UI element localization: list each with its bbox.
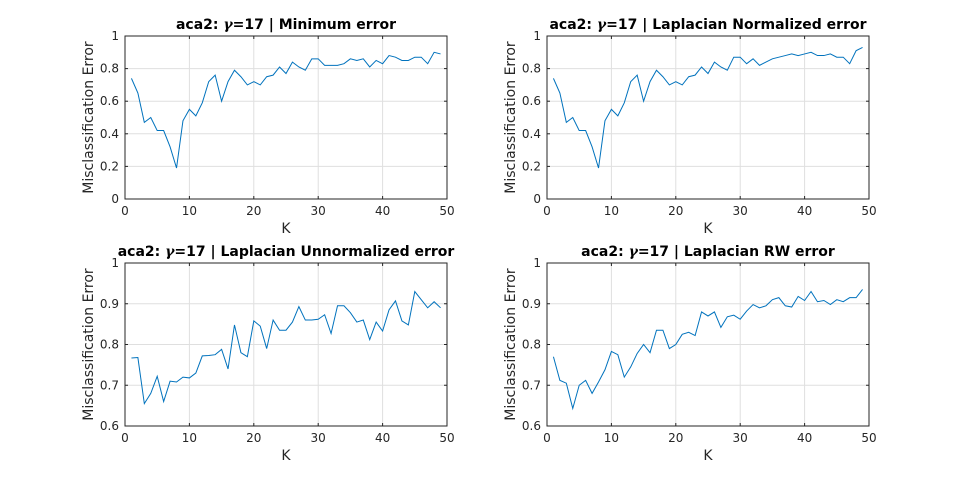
y-tick-label: 0.2	[100, 159, 119, 173]
x-tick-label: 30	[311, 204, 326, 218]
y-tick-label: 0.8	[522, 338, 541, 352]
y-axis-label: Misclassification Error	[81, 41, 97, 194]
subplot-laplacian-unnormalized-error: 0 10 20 30 40 50 0.6 0.7 0.8 0.9 1 K Misclassificati…	[81, 244, 455, 464]
y-axis-label: Misclassification Error	[503, 268, 519, 421]
chart-title-symbol: γ	[223, 17, 233, 33]
chart-title-prefix: aca2:	[118, 244, 165, 260]
series-line	[130, 51, 441, 169]
chart-title-prefix: aca2:	[581, 244, 628, 260]
y-tick-label: 0.6	[522, 94, 541, 108]
chart-title: aca2: γ=17 | Laplacian Unnormalized erro…	[118, 244, 455, 260]
y-tick-label: 0.2	[522, 159, 541, 173]
subplot-laplacian-rw-error: 0 10 20 30 40 50 0.6 0.7 0.8 0.9 1 K Misclassificati…	[503, 244, 877, 464]
axes-background	[125, 36, 447, 199]
x-tick-label: 20	[668, 431, 683, 445]
y-tick-label: 1	[111, 29, 119, 43]
chart-title-prefix: aca2:	[176, 17, 223, 33]
x-tick-label: 40	[797, 431, 812, 445]
subplot-laplacian-normalized-error: 0 10 20 30 40 50 0 0.2 0.4 0.6 0.8 1 K Misclassificat…	[503, 17, 877, 237]
x-axis-label: K	[281, 448, 291, 464]
x-tick-label: 20	[246, 431, 261, 445]
y-tick-label: 0	[533, 192, 541, 206]
x-axis-label: K	[703, 221, 713, 237]
y-tick-label: 0.9	[100, 297, 119, 311]
y-tick-label: 0.8	[522, 62, 541, 76]
y-tick-label: 0.4	[522, 127, 541, 141]
x-tick-label: 40	[375, 204, 390, 218]
chart-title-symbol: γ	[629, 244, 639, 260]
axes-background	[547, 36, 869, 199]
x-tick-label: 0	[543, 431, 551, 445]
x-tick-label: 20	[246, 204, 261, 218]
y-tick-label: 0.6	[100, 419, 119, 433]
x-tick-label: 10	[182, 431, 197, 445]
y-tick-label: 0.9	[522, 297, 541, 311]
chart-title: aca2: γ=17 | Laplacian Normalized error	[549, 17, 866, 33]
subplot-minimum-error: 0 10 20 30 40 50 0 0.2 0.4 0.6 0.8 1 K Misclassificat…	[81, 17, 455, 237]
chart-title-prefix: aca2:	[549, 17, 596, 33]
x-tick-label: 0	[121, 431, 129, 445]
x-tick-label: 0	[543, 204, 551, 218]
x-axis-label: K	[281, 221, 291, 237]
x-tick-label: 30	[733, 204, 748, 218]
axes-box	[546, 35, 870, 200]
y-tick-label: 0	[111, 192, 119, 206]
y-tick-label: 1	[111, 256, 119, 270]
y-tick-label: 0.8	[100, 338, 119, 352]
y-tick-label: 0.6	[522, 419, 541, 433]
x-tick-label: 10	[604, 204, 619, 218]
x-tick-label: 50	[861, 431, 876, 445]
series-line	[552, 289, 863, 411]
x-tick-label: 20	[668, 204, 683, 218]
y-tick-label: 0.6	[100, 94, 119, 108]
y-tick-label: 1	[533, 29, 541, 43]
x-tick-label: 30	[311, 431, 326, 445]
chart-title-symbol: γ	[165, 244, 175, 260]
x-tick-label: 10	[604, 431, 619, 445]
y-axis-label: Misclassification Error	[503, 41, 519, 194]
series-line	[552, 46, 863, 169]
x-tick-label: 50	[439, 204, 454, 218]
chart-title-suffix: =17 | Laplacian Unnormalized error	[174, 244, 454, 260]
x-tick-label: 0	[121, 204, 129, 218]
chart-title-suffix: =17 | Laplacian Normalized error	[606, 17, 866, 33]
x-tick-label: 50	[861, 204, 876, 218]
chart-title-symbol: γ	[597, 17, 607, 33]
y-tick-label: 1	[533, 256, 541, 270]
chart-title-suffix: =17 | Minimum error	[233, 17, 397, 33]
x-tick-label: 30	[733, 431, 748, 445]
y-tick-label: 0.7	[100, 378, 119, 392]
chart-title-suffix: =17 | Laplacian RW error	[638, 244, 835, 260]
y-tick-label: 0.7	[522, 378, 541, 392]
y-tick-label: 0.8	[100, 62, 119, 76]
x-tick-label: 10	[182, 204, 197, 218]
chart-title: aca2: γ=17 | Laplacian RW error	[581, 244, 835, 260]
x-tick-label: 40	[375, 431, 390, 445]
y-axis-label: Misclassification Error	[81, 268, 97, 421]
y-tick-label: 0.4	[100, 127, 119, 141]
x-axis-label: K	[703, 448, 713, 464]
axes-box	[124, 35, 448, 200]
series-line	[131, 290, 441, 406]
x-tick-label: 40	[797, 204, 812, 218]
x-tick-label: 50	[439, 431, 454, 445]
chart-title: aca2: γ=17 | Minimum error	[176, 17, 396, 33]
